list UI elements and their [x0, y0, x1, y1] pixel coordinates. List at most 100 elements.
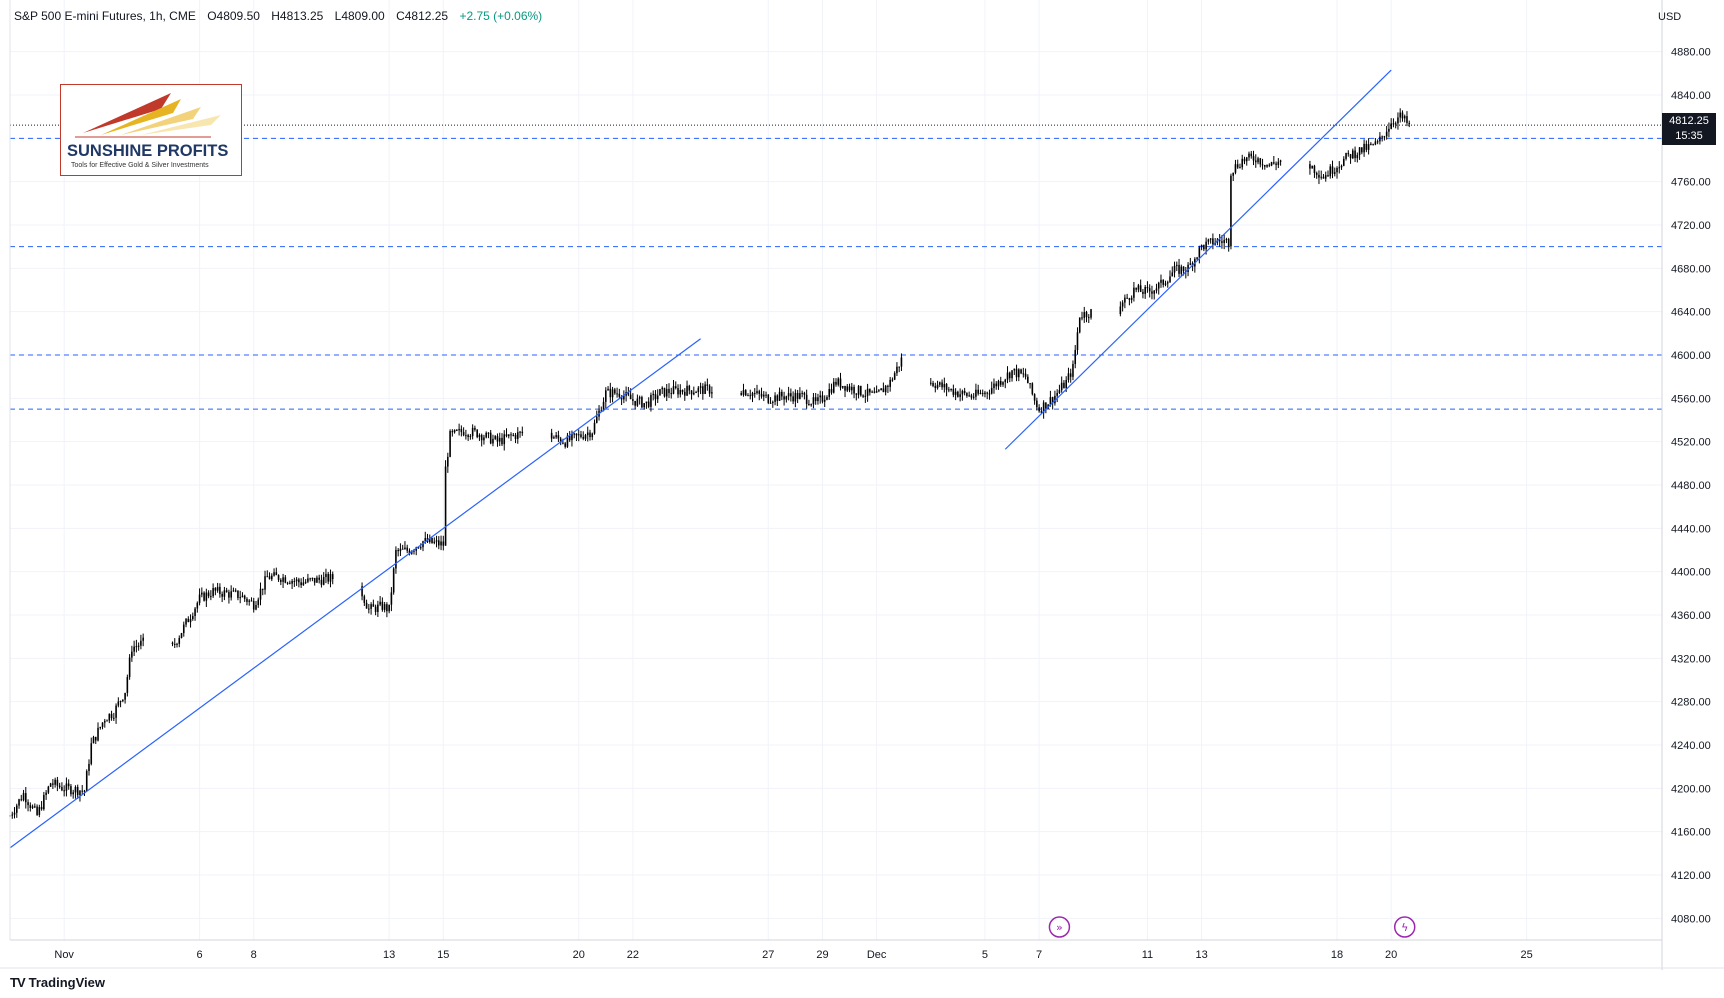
candle-body	[1234, 164, 1237, 173]
candle-body	[304, 581, 307, 583]
candle-body	[1126, 297, 1128, 299]
currency-label[interactable]: USD	[1658, 11, 1682, 23]
candle-body	[1309, 164, 1311, 169]
candle-body	[399, 548, 402, 552]
candle-body	[975, 389, 977, 397]
candle-body	[672, 386, 675, 394]
candle-body	[650, 394, 652, 407]
candle-body	[934, 385, 937, 389]
candle-body	[711, 392, 713, 394]
candle-body	[437, 540, 440, 546]
candle-body	[1406, 116, 1408, 123]
candle-body	[70, 786, 72, 795]
candle-body	[1038, 407, 1040, 412]
candle-body	[1146, 286, 1149, 289]
candle-body	[1203, 245, 1205, 250]
candle-body	[600, 410, 603, 412]
candle-body	[74, 786, 77, 793]
candle-body	[1259, 158, 1262, 165]
candle-body	[1221, 241, 1223, 243]
candle-body	[1248, 153, 1250, 158]
candle-body	[1338, 167, 1341, 169]
candle-body	[83, 790, 86, 792]
candle-body	[58, 785, 61, 788]
candle-body	[550, 432, 553, 439]
candle-body	[451, 431, 454, 433]
candle-body	[891, 379, 894, 381]
candle-body	[1241, 158, 1244, 168]
candle-body	[85, 771, 88, 791]
candle-body	[501, 437, 503, 445]
candle-body	[521, 431, 524, 434]
candle-body	[830, 389, 833, 393]
candle-body	[27, 802, 29, 806]
candle-body	[792, 396, 794, 402]
candle-body	[814, 397, 817, 402]
tradingview-brand[interactable]: TV TradingView	[10, 975, 105, 990]
candle-body	[255, 605, 257, 610]
candle-body	[424, 538, 427, 542]
sunshine-profits-logo: SUNSHINE PROFITS Tools for Effective Gol…	[60, 84, 242, 176]
candle-body	[97, 727, 99, 741]
candle-body	[325, 573, 327, 578]
candle-body	[363, 596, 366, 603]
candle-body	[636, 398, 639, 406]
candle-body	[1245, 157, 1248, 162]
candle-body	[230, 591, 232, 598]
y-tick-label: 4240.00	[1671, 740, 1711, 752]
candle-body	[462, 432, 465, 436]
candle-body	[577, 434, 580, 436]
symbol-title[interactable]: S&P 500 E-mini Futures, 1h, CME	[14, 9, 196, 23]
candle-body	[571, 433, 573, 441]
candle-body	[1340, 165, 1343, 168]
candle-body	[677, 388, 679, 395]
candle-body	[1067, 373, 1070, 380]
candle-body	[740, 393, 743, 395]
candle-body	[1324, 175, 1327, 179]
candle-body	[1004, 379, 1007, 383]
candle-body	[753, 393, 756, 395]
candle-body	[1329, 166, 1332, 177]
candle-body	[634, 400, 636, 406]
candle-body	[180, 633, 183, 639]
candle-body	[1166, 282, 1169, 284]
candles	[9, 108, 1411, 819]
candle-body	[29, 805, 32, 808]
candle-body	[419, 547, 422, 549]
candle-body	[670, 393, 673, 395]
candle-body	[1209, 238, 1212, 240]
candle-body	[1196, 257, 1198, 259]
events[interactable]: » ϟ	[1048, 916, 1416, 938]
event-lightning-icon[interactable]: ϟ	[1393, 916, 1416, 938]
candle-body	[866, 388, 869, 396]
candle-body	[185, 618, 187, 625]
candle-body	[1074, 349, 1077, 364]
candle-body	[1345, 152, 1347, 159]
event-arrow-icon[interactable]: »	[1048, 916, 1071, 938]
candle-body	[839, 378, 842, 388]
candle-body	[1342, 158, 1345, 166]
candle-body	[133, 646, 135, 652]
candle-body	[137, 645, 140, 647]
candle-body	[559, 438, 562, 443]
candle-body	[1236, 164, 1239, 168]
candle-body	[11, 814, 14, 816]
candle-body	[1401, 112, 1404, 119]
candle-body	[841, 386, 844, 388]
candle-body	[90, 743, 93, 764]
candle-body	[201, 592, 203, 595]
candle-body	[1083, 312, 1086, 318]
candle-body	[706, 384, 709, 386]
candle-body	[456, 429, 458, 431]
candle-body	[320, 579, 323, 585]
candle-body	[659, 389, 661, 396]
candle-body	[1162, 279, 1165, 285]
x-tick-label: 15	[437, 949, 449, 961]
candle-body	[20, 799, 23, 801]
candle-body	[1361, 147, 1363, 153]
candle-body	[1392, 123, 1395, 125]
candle-body	[618, 393, 621, 397]
candle-body	[381, 601, 384, 610]
candle-body	[122, 699, 124, 702]
